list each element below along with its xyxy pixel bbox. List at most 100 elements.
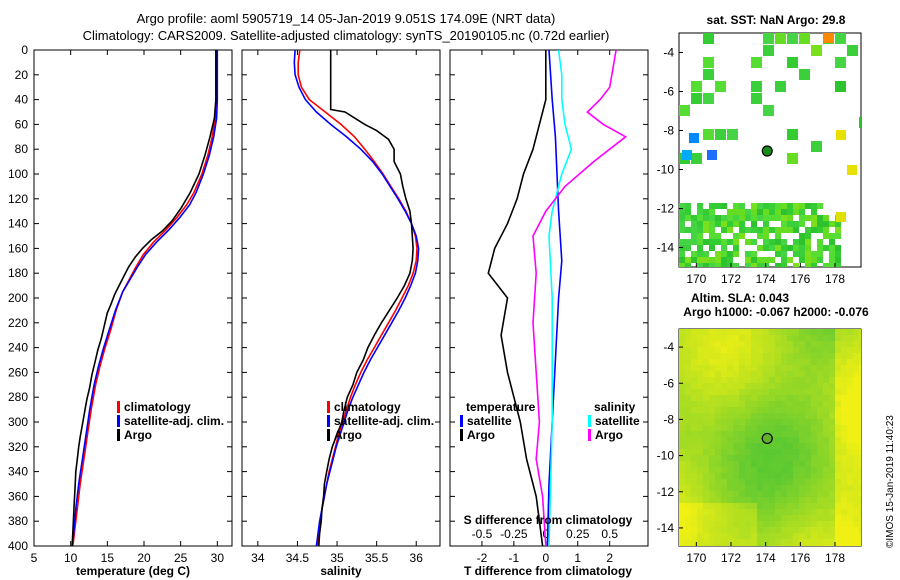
depth-tick-label: 60 (15, 117, 29, 131)
series-line-t-argo (487, 50, 547, 546)
sst-cell (769, 215, 775, 221)
sst-cell (709, 245, 715, 251)
sst-cell (799, 203, 805, 209)
sla-cell (793, 473, 799, 479)
sst-cell (781, 257, 787, 263)
sla-cell (751, 503, 757, 509)
legend-t-satellite: satellite (467, 414, 512, 428)
sla-cell (835, 377, 841, 383)
sla-cell (811, 377, 817, 383)
sla-cell (745, 509, 751, 515)
sla-cell (769, 509, 775, 515)
sst-cell (823, 263, 829, 267)
sst-cell (805, 245, 811, 251)
sla-cell (727, 341, 733, 347)
sla-cell (691, 527, 697, 533)
sla-cell (841, 353, 847, 359)
sla-cell (715, 377, 721, 383)
sst-cell (835, 33, 846, 44)
sla-cell (727, 425, 733, 431)
sla-cell (793, 425, 799, 431)
sla-cell (703, 335, 709, 341)
sla-cell (697, 437, 703, 443)
sla-cell (781, 509, 787, 515)
sla-cell (847, 425, 853, 431)
sla-cell (733, 359, 739, 365)
sla-cell (715, 353, 721, 359)
s-diff-tick-label: 0 (542, 527, 549, 541)
sst-cell (745, 251, 751, 257)
sla-cell (775, 437, 781, 443)
sla-cell (823, 515, 829, 521)
sst-cell (763, 45, 774, 56)
sla-cell (769, 377, 775, 383)
sst-cell (787, 209, 793, 215)
sla-cell (745, 521, 751, 527)
sla-cell (817, 389, 823, 395)
sla-cell (805, 353, 811, 359)
sla-cell (715, 539, 721, 545)
sla-cell (727, 491, 733, 497)
sla-cell (769, 515, 775, 521)
sla-cell (727, 473, 733, 479)
sla-cell (745, 413, 751, 419)
sla-cell (799, 335, 805, 341)
sla-cell (745, 365, 751, 371)
sla-cell (751, 389, 757, 395)
sla-cell (817, 503, 823, 509)
sla-cell (805, 521, 811, 527)
sla-cell (805, 401, 811, 407)
sla-cell (757, 473, 763, 479)
sla-cell (697, 461, 703, 467)
sst-cell (703, 215, 709, 221)
sla-cell (733, 539, 739, 545)
sst-cell (793, 263, 799, 267)
sla-cell (817, 521, 823, 527)
sst-cell (829, 257, 835, 263)
legend-swatch-s-argo (588, 429, 591, 441)
sla-cell (727, 353, 733, 359)
sla-cell (763, 533, 769, 539)
sla-cell (763, 413, 769, 419)
sla-cell (679, 335, 685, 341)
sla-cell (823, 353, 829, 359)
sla-cell (799, 527, 805, 533)
sst-cell (745, 215, 751, 221)
sla-cell (823, 479, 829, 485)
sla-cell (727, 419, 733, 425)
sst-cell (811, 215, 817, 221)
sla-cell (787, 341, 793, 347)
sla-cell (697, 389, 703, 395)
sst-cell (763, 215, 769, 221)
title-line-2: Climatology: CARS2009. Satellite-adjuste… (83, 28, 610, 43)
sla-cell (799, 413, 805, 419)
x-tick-label: 30 (211, 551, 225, 565)
sla-cell (835, 479, 841, 485)
sla-cell (817, 539, 823, 545)
temperature-series (71, 50, 219, 546)
sla-cell (751, 527, 757, 533)
sla-cell (679, 371, 685, 377)
sla-cell (799, 533, 805, 539)
sla-cell (763, 395, 769, 401)
sla-cell (703, 443, 709, 449)
sst-cell (679, 209, 685, 215)
sst-cell (697, 221, 703, 227)
sla-cell (757, 431, 763, 437)
sst-cell (763, 239, 769, 245)
sla-cell (697, 479, 703, 485)
sla-cell (859, 419, 861, 425)
sla-cell (799, 539, 805, 545)
sla-cell (691, 503, 697, 509)
sst-cell (775, 251, 781, 257)
sla-cell (823, 491, 829, 497)
sla-cell (757, 401, 763, 407)
sst-cell (787, 221, 793, 227)
s-difference-label: S difference from climatology (464, 513, 633, 527)
sla-cell (799, 491, 805, 497)
sla-cell (733, 455, 739, 461)
sla-cell (805, 473, 811, 479)
sst-cell (709, 233, 715, 239)
sla-cell (679, 419, 685, 425)
sla-cell (841, 347, 847, 353)
